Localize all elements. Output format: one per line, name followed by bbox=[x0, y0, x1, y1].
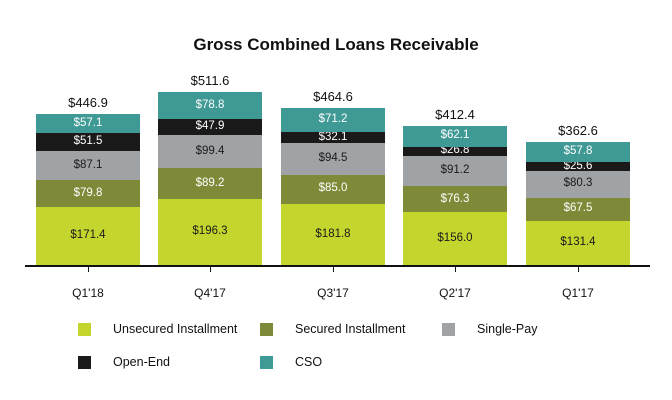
bar-stack: $131.4 $67.5 $80.3 $25.6 $57.8 bbox=[526, 0, 630, 265]
legend-swatch-icon bbox=[78, 323, 91, 336]
legend-label: Unsecured Installment bbox=[113, 322, 238, 336]
bar-segment: $99.4 bbox=[158, 134, 262, 169]
bar-segment: $57.1 bbox=[36, 113, 140, 134]
x-axis-tick bbox=[333, 266, 334, 272]
legend-item: Single-Pay bbox=[442, 322, 537, 336]
legend-label: Single-Pay bbox=[477, 322, 538, 336]
bar-segment: $26.8 bbox=[403, 145, 507, 156]
legend-swatch-icon bbox=[78, 356, 91, 369]
bar-segment: $80.3 bbox=[526, 170, 630, 198]
bar-segment: $67.5 bbox=[526, 197, 630, 221]
bar-segment: $171.4 bbox=[36, 207, 140, 265]
x-axis-tick bbox=[578, 266, 579, 272]
chart-title: Gross Combined Loans Receivable bbox=[193, 35, 479, 54]
bar-segment: $85.0 bbox=[281, 174, 385, 204]
bar-stack: $181.8 $85.0 $94.5 $32.1 $71.2 bbox=[281, 0, 385, 265]
bar-segment: $51.5 bbox=[36, 133, 140, 151]
bar-segment: $32.1 bbox=[281, 131, 385, 143]
bar-segment: $181.8 bbox=[281, 203, 385, 265]
x-axis-tick bbox=[210, 266, 211, 272]
bar-segment: $131.4 bbox=[526, 220, 630, 265]
legend-label: CSO bbox=[295, 355, 323, 369]
bar-segment: $47.9 bbox=[158, 118, 262, 135]
bar-segment: $196.3 bbox=[158, 198, 262, 265]
bar-segment: $91.2 bbox=[403, 155, 507, 187]
x-axis-tick bbox=[88, 266, 89, 272]
legend-swatch-icon bbox=[260, 356, 273, 369]
total-label: $446.9 bbox=[68, 94, 108, 110]
legend-item: Open-End bbox=[78, 355, 170, 369]
bar-segment: $57.8 bbox=[526, 142, 630, 162]
legend-swatch-icon bbox=[442, 323, 455, 336]
bar-segment: $78.8 bbox=[158, 92, 262, 119]
legend-label: Open-End bbox=[113, 355, 170, 369]
bar-stack: $171.4 $79.8 $87.1 $51.5 $57.1 bbox=[36, 0, 140, 265]
legend-swatch-icon bbox=[260, 323, 273, 336]
x-axis-tick bbox=[455, 266, 456, 272]
bar-segment: $76.3 bbox=[403, 186, 507, 213]
total-label: $511.6 bbox=[190, 73, 230, 88]
x-axis-label: Q1'17 bbox=[562, 286, 594, 300]
bar-segment: $94.5 bbox=[281, 142, 385, 175]
legend-item: Unsecured Installment bbox=[78, 322, 237, 336]
bar-segment: $156.0 bbox=[403, 212, 507, 265]
total-label: $412.4 bbox=[435, 106, 475, 122]
total-label: $464.6 bbox=[313, 88, 353, 104]
x-axis-label: Q3'17 bbox=[317, 286, 349, 300]
total-label: $362.6 bbox=[558, 123, 598, 139]
bar-segment: $87.1 bbox=[36, 150, 140, 181]
legend-item: CSO bbox=[260, 355, 322, 369]
plot-area: $171.4 $79.8 $87.1 $51.5 $57.1 $446.9 Q1'18 $19… bbox=[25, 0, 650, 300]
bar-segment: $71.2 bbox=[281, 107, 385, 132]
bar-stack: $156.0 $76.3 $91.2 $26.8 $62.1 bbox=[403, 0, 507, 265]
bar-stack: $196.3 $89.2 $99.4 $47.9 $78.8 bbox=[158, 0, 262, 265]
legend-label: Secured Installment bbox=[295, 322, 406, 336]
bar-segment: $25.6 bbox=[526, 160, 630, 171]
bar-segment: $62.1 bbox=[403, 125, 507, 147]
x-axis-label: Q4'17 bbox=[194, 286, 226, 300]
legend-item: Secured Installment bbox=[260, 322, 405, 336]
bar-segment: $79.8 bbox=[36, 180, 140, 208]
x-axis-line bbox=[25, 265, 650, 267]
bar-segment: $89.2 bbox=[158, 168, 262, 199]
x-axis-label: Q2'17 bbox=[439, 286, 471, 300]
x-axis-label: Q1'18 bbox=[72, 286, 104, 300]
